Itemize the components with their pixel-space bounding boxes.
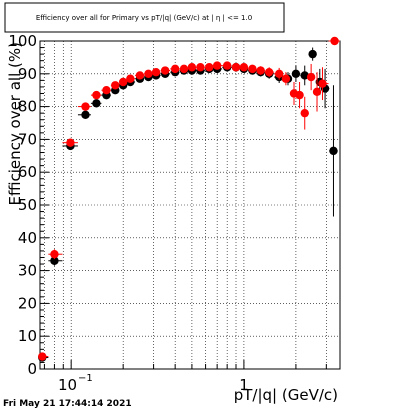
data-point — [256, 66, 265, 75]
footer-timestamp: Fri May 21 17:44:14 2021 — [3, 399, 132, 409]
data-point — [92, 99, 101, 108]
chart-title: Efficiency over all for Primary vs pT/|q… — [36, 14, 252, 22]
x-tick-label-one: 1 — [239, 376, 249, 394]
y-tick-label: 100 — [8, 32, 37, 50]
y-tick-label: 0 — [27, 360, 37, 378]
data-point — [50, 256, 59, 265]
data-point — [295, 90, 304, 100]
x-tick-label-exponent: −1 — [78, 373, 93, 384]
data-point — [312, 87, 322, 97]
y-tick-label: 70 — [18, 130, 37, 148]
data-point — [50, 250, 59, 259]
data-point — [222, 61, 232, 70]
data-point — [126, 74, 135, 83]
data-point — [329, 146, 338, 156]
data-point — [81, 102, 90, 111]
y-tick-label: 50 — [18, 196, 37, 214]
y-tick-label: 90 — [18, 65, 37, 83]
data-point — [306, 72, 316, 82]
data-point — [231, 63, 241, 72]
data-point — [66, 138, 75, 147]
data-point — [187, 63, 197, 72]
series-layer — [38, 36, 340, 362]
y-tick-label: 10 — [18, 327, 37, 345]
data-point — [212, 61, 222, 70]
data-point — [179, 64, 189, 74]
y-tick-label: 80 — [18, 98, 37, 116]
data-point — [38, 352, 47, 361]
data-point — [81, 110, 90, 120]
series-1 — [38, 36, 340, 361]
y-axis-title: Efficiency over all (%) — [6, 42, 24, 206]
data-point — [300, 108, 309, 118]
data-point — [300, 71, 309, 80]
data-point — [291, 69, 301, 79]
data-point — [160, 66, 170, 75]
x-axis-title: pT/|q| (GeV/c) — [234, 386, 338, 404]
x-tick-labels: 10 −1 1 — [58, 373, 249, 394]
data-point — [111, 81, 120, 90]
data-point — [318, 79, 327, 88]
data-point — [135, 71, 145, 80]
x-tick-label-base: 10 — [58, 376, 77, 394]
data-point — [274, 69, 284, 79]
data-point — [330, 36, 339, 46]
data-point — [144, 69, 153, 79]
y-tick-label: 20 — [18, 294, 37, 312]
data-point — [239, 63, 249, 72]
data-point — [151, 67, 161, 77]
tick-layer — [40, 40, 327, 370]
data-point — [248, 64, 257, 74]
data-point — [308, 49, 317, 59]
data-point — [102, 86, 111, 95]
y-tick-label: 30 — [18, 262, 37, 280]
data-point — [281, 74, 291, 83]
data-point — [118, 77, 128, 87]
y-tick-label: 60 — [18, 163, 37, 181]
data-point — [264, 67, 274, 77]
data-point — [170, 64, 180, 74]
data-point — [92, 90, 101, 100]
title-box — [4, 2, 285, 33]
y-tick-labels: 0 10 20 30 40 50 60 70 80 90 100 — [8, 32, 37, 378]
data-point — [196, 63, 205, 72]
data-point — [205, 63, 214, 72]
y-tick-label: 40 — [18, 229, 37, 247]
